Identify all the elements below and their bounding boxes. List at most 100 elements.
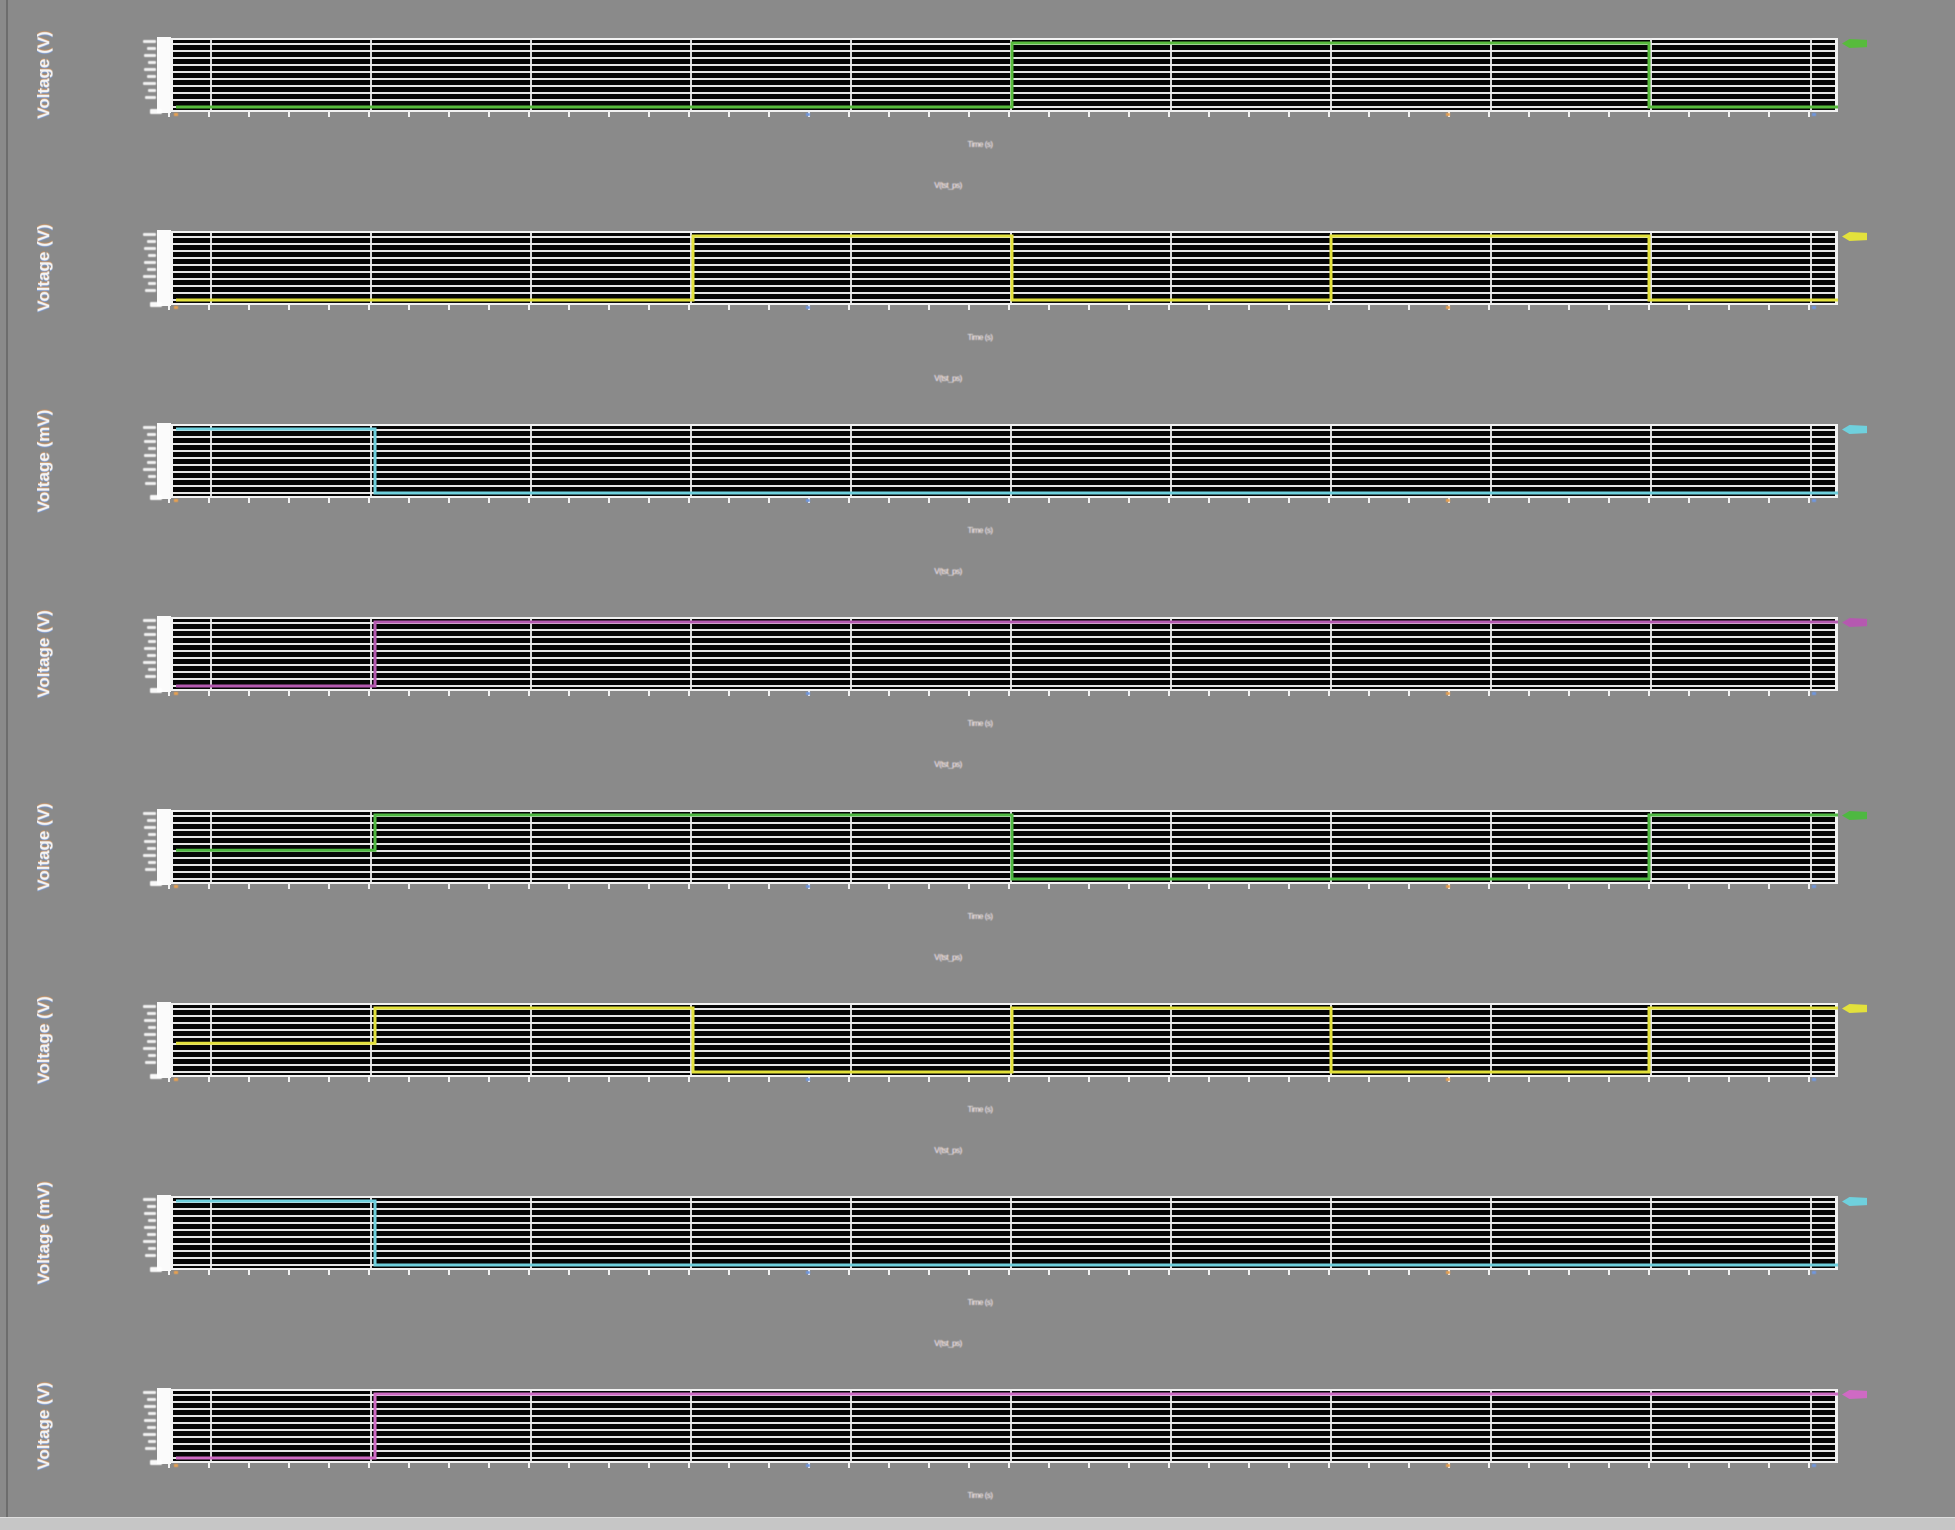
vertical-gridlines (173, 1389, 1835, 1463)
signal-trace[interactable] (176, 1198, 1838, 1268)
signal-trace[interactable] (176, 812, 1838, 882)
y-tick-label (147, 1205, 156, 1208)
waveform-panel: V(tst_ps) Voltage (V) Time (s) (0, 754, 1955, 947)
y-tick-label (148, 1026, 156, 1029)
signal-trace[interactable] (176, 1005, 1838, 1075)
y-axis-strip (157, 423, 171, 499)
y-axis-tick-labels (140, 424, 158, 498)
tick-speck (1446, 692, 1450, 695)
plot-area[interactable] (170, 38, 1838, 112)
trace-select-marker[interactable] (1842, 1390, 1867, 1399)
origin-tick-label (150, 881, 162, 886)
trace-select-marker[interactable] (1842, 1004, 1867, 1013)
y-tick-label (143, 233, 156, 236)
vertical-gridlines (173, 424, 1835, 498)
y-tick-label (147, 626, 156, 629)
y-axis-tick-labels (140, 1003, 158, 1077)
y-tick-label (144, 247, 156, 250)
trace-select-marker[interactable] (1842, 425, 1867, 434)
signal-trace[interactable] (176, 233, 1838, 303)
tick-speck (806, 1271, 810, 1274)
y-axis-tick-labels (140, 1389, 158, 1463)
y-axis-strip (157, 616, 171, 692)
y-tick-label (143, 1391, 156, 1394)
y-axis-strip (157, 1002, 171, 1078)
y-tick-label (143, 40, 156, 43)
trace-select-marker[interactable] (1842, 618, 1867, 627)
panel-title: V(tst_ps) (934, 1146, 962, 1155)
y-tick-label (148, 1054, 156, 1057)
y-tick-label (147, 847, 156, 850)
tick-speck (1446, 1271, 1450, 1274)
y-axis-label: Voltage (mV) (34, 1181, 53, 1285)
y-tick-label (144, 261, 156, 264)
plot-area[interactable] (170, 1003, 1838, 1077)
origin-tick-label (150, 1074, 162, 1079)
y-tick-label (143, 1047, 156, 1050)
y-axis-label: Voltage (V) (34, 224, 53, 312)
x-axis-label: Time (s) (967, 140, 993, 149)
tick-speck (1812, 1271, 1816, 1274)
y-tick-label (147, 461, 156, 464)
trace-select-marker[interactable] (1842, 232, 1867, 241)
y-tick-label (143, 1240, 156, 1243)
y-axis-tick-labels (140, 231, 158, 305)
trace-select-marker[interactable] (1842, 811, 1867, 820)
tick-speck (174, 113, 178, 116)
y-axis-label: Voltage (V) (34, 1382, 53, 1470)
trace-select-marker[interactable] (1842, 39, 1867, 48)
y-tick-label (147, 268, 156, 271)
y-tick-label (148, 861, 156, 864)
plot-area[interactable] (170, 424, 1838, 498)
plot-area[interactable] (170, 810, 1838, 884)
y-tick-label (147, 654, 156, 657)
y-tick-label (148, 833, 156, 836)
signal-trace[interactable] (176, 619, 1838, 689)
y-tick-label (144, 647, 156, 650)
vertical-gridlines (173, 810, 1835, 884)
y-tick-label (144, 68, 156, 71)
y-tick-label (148, 89, 156, 92)
x-axis-label: Time (s) (967, 719, 993, 728)
plot-area[interactable] (170, 1389, 1838, 1463)
y-tick-label (145, 289, 156, 292)
x-axis-ticks (168, 691, 1840, 696)
tick-speck (806, 1078, 810, 1081)
y-tick-label (145, 1447, 156, 1450)
tick-speck (174, 885, 178, 888)
signal-trace[interactable] (176, 426, 1838, 496)
plot-area[interactable] (170, 617, 1838, 691)
y-tick-label (143, 619, 156, 622)
y-tick-label (144, 1405, 156, 1408)
signal-trace[interactable] (176, 1391, 1838, 1461)
panel-title: V(tst_ps) (934, 760, 962, 769)
waveform-panel: V(tst_ps) Voltage (mV) Time (s) (0, 368, 1955, 561)
horizontal-scrollbar[interactable] (0, 1517, 1955, 1530)
y-tick-label (147, 1426, 156, 1429)
y-axis-tick-labels (140, 1196, 158, 1270)
y-tick-label (147, 1012, 156, 1015)
y-tick-label (143, 1433, 156, 1436)
y-tick-label (147, 433, 156, 436)
y-axis-tick-labels (140, 38, 158, 112)
tick-speck (806, 499, 810, 502)
signal-trace[interactable] (176, 40, 1838, 110)
y-tick-label (147, 819, 156, 822)
window-left-border (6, 0, 8, 1529)
x-axis-ticks (168, 1077, 1840, 1082)
y-tick-label (148, 640, 156, 643)
trace-select-marker[interactable] (1842, 1197, 1867, 1206)
tick-speck (806, 306, 810, 309)
vertical-gridlines (173, 1196, 1835, 1270)
y-tick-label (148, 61, 156, 64)
y-tick-label (143, 854, 156, 857)
y-tick-label (143, 426, 156, 429)
x-axis-label: Time (s) (967, 333, 993, 342)
x-axis-ticks (168, 112, 1840, 117)
plot-area[interactable] (170, 1196, 1838, 1270)
y-tick-label (143, 82, 156, 85)
waveform-panel: V(tst_ps) Voltage (V) Time (s) (0, 175, 1955, 368)
plot-area[interactable] (170, 231, 1838, 305)
y-tick-label (147, 1040, 156, 1043)
y-tick-label (148, 282, 156, 285)
